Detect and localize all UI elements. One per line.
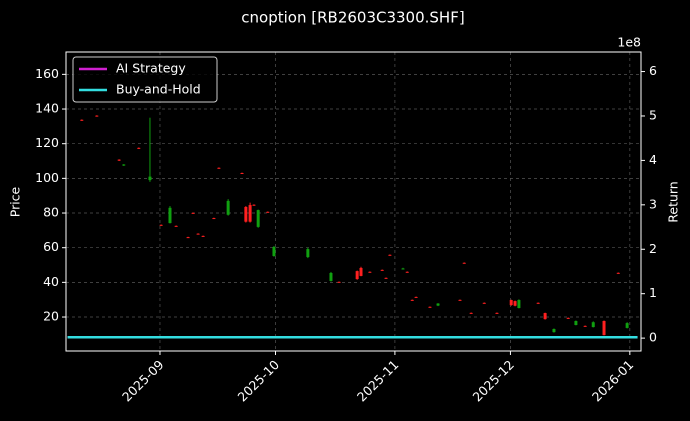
y-axis-label: Price <box>8 186 23 217</box>
candle-body <box>240 172 244 174</box>
candle-body <box>388 254 392 256</box>
y2-tick-label: 4 <box>649 152 657 167</box>
y-tick-label: 40 <box>43 274 59 289</box>
candle-body <box>616 272 620 274</box>
candle-body <box>566 317 570 319</box>
candle-body <box>355 271 359 280</box>
y-tick-label: 140 <box>35 101 59 116</box>
candle-body <box>380 269 384 271</box>
candle-body <box>591 322 595 328</box>
candle-body <box>186 237 190 239</box>
candle-body <box>368 271 372 273</box>
chart-title: cnoption [RB2603C3300.SHF] <box>241 9 464 27</box>
candle-body <box>359 267 363 276</box>
candle-body <box>191 212 195 214</box>
candle-body <box>266 211 270 213</box>
candle-body <box>248 205 252 222</box>
candle-body <box>436 303 440 306</box>
plot-frame <box>65 51 642 352</box>
candle-body <box>217 167 221 169</box>
candle-body <box>543 313 547 320</box>
candle-body <box>405 271 409 273</box>
candle-body <box>329 273 333 281</box>
candle-body <box>602 321 606 336</box>
candle-body <box>212 218 216 220</box>
candle-body <box>384 277 388 279</box>
candle-body <box>117 159 121 161</box>
candle-body <box>244 206 248 222</box>
y-tick-label: 80 <box>43 205 59 220</box>
y2-tick-label: 5 <box>649 107 657 122</box>
candle-body <box>482 302 486 304</box>
candle-body <box>95 115 99 117</box>
y-tick-label: 20 <box>43 309 59 324</box>
candle-body <box>137 147 141 149</box>
candle-body <box>513 301 517 306</box>
candle-body <box>306 249 310 258</box>
legend-box <box>72 56 218 103</box>
candle-body <box>414 296 418 298</box>
candle-body <box>462 262 466 264</box>
candle-body <box>148 176 152 181</box>
candle-body <box>252 204 256 206</box>
y2-tick-label: 1 <box>649 285 657 300</box>
candle-body <box>574 321 578 325</box>
y-tick-label: 120 <box>35 135 59 150</box>
y2-tick-label: 3 <box>649 196 657 211</box>
candle-body <box>122 164 126 166</box>
candle-body <box>159 224 163 226</box>
candle-body <box>458 299 462 301</box>
candle-body <box>469 312 473 314</box>
candle-body <box>226 200 230 215</box>
y2-tick-label: 0 <box>649 330 657 345</box>
candle-body <box>201 235 205 237</box>
candle-body <box>495 312 499 314</box>
candle-body <box>552 328 556 333</box>
candle-body <box>168 207 172 224</box>
y2-tick-label: 2 <box>649 241 657 256</box>
candle-body <box>583 325 587 327</box>
y2-offset-label: 1e8 <box>617 35 641 50</box>
y-tick-label: 60 <box>43 239 59 254</box>
candle-body <box>174 225 178 227</box>
candle-body <box>337 281 341 283</box>
legend-label: Buy-and-Hold <box>116 82 201 97</box>
candle-body <box>80 119 84 121</box>
candle-body <box>256 210 260 227</box>
y2-tick-label: 6 <box>649 63 657 78</box>
legend-label: AI Strategy <box>116 61 186 76</box>
candle-body <box>517 300 521 309</box>
candle-body <box>272 247 276 257</box>
y-tick-label: 160 <box>35 66 59 81</box>
y2-axis-label: Return <box>666 181 681 222</box>
candle-body <box>428 306 432 308</box>
y-tick-label: 100 <box>35 170 59 185</box>
candle-body <box>196 233 200 235</box>
candle-body <box>509 300 513 306</box>
candle-body <box>410 299 414 301</box>
candle-body <box>536 302 540 304</box>
candle-body <box>625 323 629 328</box>
candle-body <box>401 268 405 270</box>
